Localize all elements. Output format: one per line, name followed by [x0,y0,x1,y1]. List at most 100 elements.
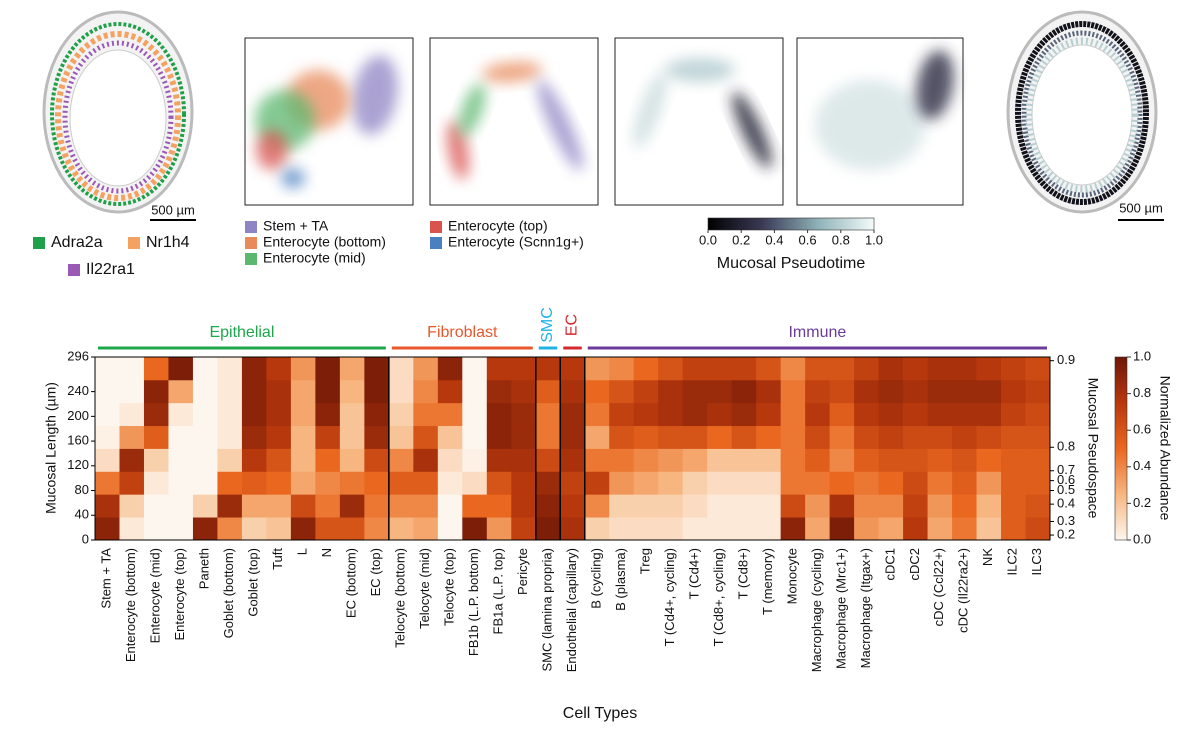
heatmap-cell [462,379,488,404]
heatmap-cell [903,379,928,404]
y-tick-label: 296 [67,348,89,363]
x-tick-label: T (Cd4+, cycling) [662,548,677,646]
heatmap-cell [854,425,879,449]
heatmap-cell [95,494,120,518]
y2-tick-label: 0.6 [1057,472,1075,487]
heatmap-cell [315,494,341,518]
heatmap-cell [290,379,316,404]
heatmap-cell [1001,517,1026,541]
heatmap-cell [756,425,782,449]
heatmap-cell [266,517,292,541]
colorbar-tick-label: 1.0 [865,232,883,247]
heatmap-cell [95,517,120,541]
heatmap-cell [854,494,879,518]
heatmap-cell [609,357,635,381]
heatmap-cell [266,425,292,449]
x-tick-label: cDC (Ccl22+) [931,548,946,626]
heatmap-cell [241,379,267,404]
heatmap-cell [241,402,267,427]
x-tick-label: Monocyte [784,548,799,604]
heatmap-cell [952,425,977,449]
heatmap-cell [315,517,341,541]
y2-tick-label: 0.4 [1057,496,1075,511]
heatmap-cell [413,471,439,495]
heatmap-cell [780,379,806,404]
heatmap-cell [192,494,218,518]
x-tick-label: Telocyte (top) [442,548,457,626]
umap-cluster [537,79,583,171]
scale-bar-label: 500 µm [1119,200,1163,215]
heatmap-cell [511,425,537,449]
heatmap-cell [388,471,414,495]
y2-tick-label: 0.5 [1057,482,1075,497]
heatmap-cell [584,494,610,518]
heatmap-cell [364,448,390,472]
legend-swatch [245,237,257,249]
x-tick-label: ILC3 [1029,548,1044,575]
colorbar-tick-label: 0.0 [1133,531,1151,546]
heatmap-cell [560,425,586,449]
heatmap-cell [584,448,610,472]
heatmap-cell [413,517,439,541]
x-tick-label: Pericyte [515,548,530,595]
heatmap-cell [927,402,953,427]
heatmap-cell [486,471,512,495]
abundance-colorbar [1114,356,1128,541]
heatmap-cell [976,448,1002,472]
heatmap-cell [143,517,169,541]
heatmap-cell [437,517,463,541]
legend-label: Enterocyte (Scnn1g+) [448,234,584,250]
colorbar-tick-label: 0.0 [699,232,717,247]
group-label: Immune [788,324,846,341]
heatmap-cell [609,402,635,427]
x-tick-label: cDC (Il22ra2+) [956,548,971,633]
heatmap-cell [560,471,586,495]
heatmap-cell [119,402,145,427]
legend-label: Il22ra1 [86,261,135,278]
heatmap-cell [927,471,953,495]
legend-label: Adra2a [51,234,103,251]
heatmap-cell [339,402,365,427]
heatmap-cell [952,379,977,404]
x-tick-label: L [295,548,310,555]
heatmap-cell [584,425,610,449]
heatmap-cell [976,471,1002,495]
heatmap-cell [903,471,928,495]
y2-tick-label: 0.3 [1057,513,1075,528]
heatmap-cell [658,402,684,427]
colorbar-tick-label: 0.4 [1133,458,1151,473]
heatmap-cell [119,379,145,404]
heatmap-cell [364,517,390,541]
heatmap-cell [1025,425,1051,449]
umap-frame [614,37,784,206]
heatmap-cell [437,494,463,518]
heatmap-cell [584,357,610,381]
heatmap-cell [633,494,659,518]
heatmap-cell [168,494,194,518]
heatmap-cell [413,379,439,404]
heatmap-cell [364,379,390,404]
y-tick-label: 160 [67,433,89,448]
heatmap-cell [1001,425,1026,449]
heatmap-cell [290,402,316,427]
x-tick-label: Tuft [270,548,285,570]
heatmap-cell [217,494,243,518]
legend-swatch [245,221,257,233]
heatmap-cell [609,494,635,518]
heatmap-cell [168,357,194,381]
heatmap-cell [609,517,635,541]
colorbar-title: Normalized Abundance [1157,376,1173,521]
heatmap-cell [731,402,757,427]
heatmap-cell [829,357,855,381]
heatmap-cell [756,448,782,472]
heatmap-cell [1025,402,1051,427]
heatmap-cell [364,357,390,381]
y2-axis-title: Mucosal Pseudospace [1085,378,1101,519]
heatmap-cell [217,448,243,472]
heatmap-cell [290,494,316,518]
heatmap-cell [1001,357,1026,381]
heatmap-cell [462,494,488,518]
heatmap-cell [462,402,488,427]
heatmap-cell [535,402,561,427]
heatmap-cell [854,517,879,541]
